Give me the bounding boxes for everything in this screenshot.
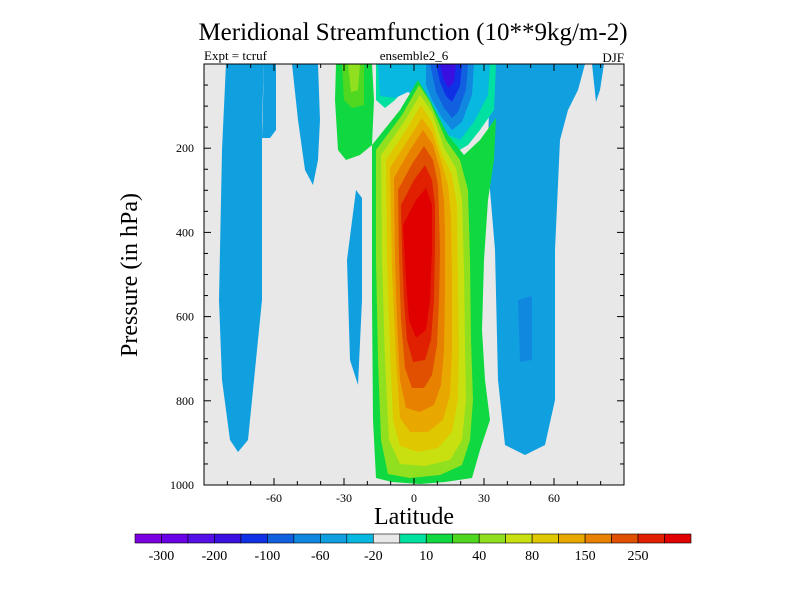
x-tick-label: 60 xyxy=(548,491,560,505)
x-tick-label: -60 xyxy=(266,491,282,505)
colorbar-swatch xyxy=(161,533,189,544)
south-polar-negative-cell xyxy=(219,64,264,452)
south-upper-negative-strips xyxy=(262,64,362,385)
plot-area xyxy=(204,64,624,485)
colorbar-swatch xyxy=(611,533,639,544)
colorbar-swatch xyxy=(320,533,348,544)
colorbar-label: 40 xyxy=(472,549,486,564)
y-tick-label: 200 xyxy=(176,141,194,155)
colorbar-swatch xyxy=(399,533,427,544)
colorbar-swatch xyxy=(425,533,454,544)
colorbar-label: -100 xyxy=(255,549,281,564)
colorbar: -300 -200 -100 -60 -20 10 40 80 150 250 xyxy=(134,533,692,564)
y-tick-label: 400 xyxy=(176,225,194,239)
colorbar-label: -200 xyxy=(202,549,228,564)
colorbar-swatch xyxy=(452,533,480,544)
colorbar-swatch xyxy=(293,533,321,544)
experiment-label: Expt = tcruf xyxy=(204,48,268,63)
colorbar-label: 250 xyxy=(628,549,649,564)
y-tick-label: 800 xyxy=(176,394,194,408)
season-label: DJF xyxy=(602,50,624,65)
colorbar-swatch xyxy=(240,533,268,544)
colorbar-swatch xyxy=(134,533,162,544)
colorbar-swatch xyxy=(187,533,215,544)
hadley-positive-cell xyxy=(372,80,496,484)
ensemble-label: ensemble2_6 xyxy=(380,48,449,63)
colorbar-swatch xyxy=(267,533,295,544)
x-tick-label: 0 xyxy=(411,491,417,505)
colorbar-swatch xyxy=(637,533,665,544)
upper-green-strip xyxy=(335,64,374,160)
colorbar-label: 150 xyxy=(575,549,596,564)
x-tick-label: 30 xyxy=(478,491,490,505)
y-tick-label: 1000 xyxy=(170,478,194,492)
colorbar-swatch xyxy=(478,533,506,544)
colorbar-swatch xyxy=(214,533,242,544)
colorbar-swatch xyxy=(558,533,586,544)
colorbar-swatch xyxy=(372,533,401,544)
colorbar-label: 80 xyxy=(525,549,539,564)
colorbar-swatch xyxy=(346,533,374,544)
y-axis-label: Pressure (in hPa) xyxy=(117,193,143,357)
colorbar-label: 10 xyxy=(419,549,433,564)
colorbar-swatch xyxy=(531,533,559,544)
colorbar-swatch xyxy=(584,533,612,544)
colorbar-swatch xyxy=(664,533,692,544)
y-tick-label: 600 xyxy=(176,310,194,324)
colorbar-label: -300 xyxy=(149,549,175,564)
x-axis-label: Latitude xyxy=(374,504,454,530)
north-ferrel-negative-cell xyxy=(488,64,604,455)
chart-title: Meridional Streamfunction (10**9kg/m-2) xyxy=(198,19,627,46)
colorbar-label: -60 xyxy=(311,549,330,564)
y-axis: 200 400 600 800 1000 xyxy=(170,63,624,492)
x-axis: -60 -30 0 30 60 xyxy=(203,64,625,505)
x-tick-label: -30 xyxy=(336,491,352,505)
north-upper-negative-cell xyxy=(376,64,496,152)
colorbar-label: -20 xyxy=(364,549,383,564)
colorbar-swatch xyxy=(505,533,533,544)
